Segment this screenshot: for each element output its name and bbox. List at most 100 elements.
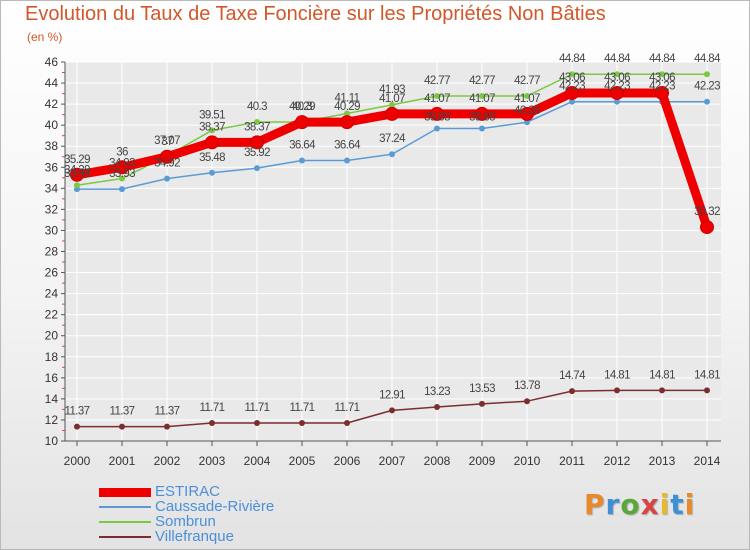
proxiti-logo: Proxiti: [584, 488, 695, 521]
legend-swatch: [99, 487, 151, 497]
data-point-0: [295, 115, 309, 130]
y-tick-label: 26: [45, 266, 59, 280]
y-tick-label: 34: [45, 181, 59, 195]
data-label-2: 40.3: [247, 101, 267, 113]
y-tick-label: 10: [45, 434, 59, 448]
data-label-3: 11.71: [245, 402, 270, 414]
data-point-0: [340, 115, 354, 130]
data-label-1: 42.23: [604, 81, 630, 93]
data-point-3: [614, 387, 620, 394]
data-label-0: 38.37: [244, 121, 270, 133]
data-point-2: [524, 93, 530, 100]
data-label-3: 14.81: [604, 369, 630, 381]
data-label-2: 41.11: [335, 92, 360, 104]
data-point-3: [389, 407, 395, 414]
data-point-0: [385, 106, 399, 121]
data-point-3: [479, 400, 485, 407]
data-point-3: [119, 423, 125, 430]
data-point-1: [119, 186, 125, 193]
logo-letter: t: [670, 488, 685, 521]
data-label-0: 38.37: [199, 121, 225, 133]
x-tick-label: 2004: [244, 454, 271, 468]
data-label-3: 11.37: [110, 406, 135, 418]
data-point-0: [70, 167, 84, 182]
data-point-1: [299, 157, 305, 164]
logo-letter: x: [640, 488, 660, 521]
y-tick-label: 38: [45, 139, 59, 153]
data-label-0: 40.29: [334, 101, 360, 113]
data-point-1: [389, 151, 395, 158]
data-point-2: [434, 93, 440, 100]
data-label-2: 44.84: [694, 53, 721, 65]
data-label-2: 42.77: [514, 75, 540, 87]
data-point-1: [704, 98, 710, 105]
data-label-3: 14.81: [694, 369, 720, 381]
x-tick-label: 2010: [514, 454, 541, 468]
data-point-3: [164, 423, 170, 430]
data-point-2: [614, 71, 620, 78]
data-label-2: 40.3: [292, 101, 312, 113]
legend-swatch: [99, 521, 151, 523]
x-tick-label: 2000: [64, 454, 91, 468]
data-point-3: [209, 419, 215, 426]
data-label-0: 41.07: [424, 93, 450, 105]
x-tick-label: 2007: [379, 454, 406, 468]
data-point-0: [610, 85, 624, 100]
data-point-2: [119, 175, 125, 182]
data-label-1: 42.23: [559, 81, 585, 93]
data-label-0: 43.06: [649, 72, 675, 84]
logo-letter: r: [605, 488, 621, 521]
data-point-0: [250, 135, 264, 150]
data-label-2: 42.77: [424, 75, 450, 87]
data-point-1: [569, 98, 575, 105]
data-point-3: [299, 419, 305, 426]
x-tick-label: 2002: [154, 454, 181, 468]
data-point-1: [479, 125, 485, 132]
data-label-2: 34.93: [109, 158, 135, 170]
data-label-2: 39.51: [199, 109, 225, 121]
x-tick-label: 2012: [604, 454, 631, 468]
x-tick-label: 2003: [199, 454, 226, 468]
data-label-3: 13.23: [424, 386, 450, 398]
data-label-3: 11.37: [65, 406, 90, 418]
data-label-1: 33.93: [64, 168, 90, 180]
data-point-0: [205, 135, 219, 150]
data-label-3: 11.71: [335, 402, 360, 414]
data-point-0: [565, 85, 579, 100]
data-label-3: 14.81: [649, 369, 675, 381]
data-point-2: [209, 127, 215, 134]
x-tick-label: 2008: [424, 454, 451, 468]
data-label-0: 43.06: [559, 72, 585, 84]
logo-letter: i: [659, 488, 671, 521]
data-point-3: [434, 403, 440, 410]
data-label-3: 11.71: [200, 402, 225, 414]
y-tick-label: 44: [45, 76, 59, 90]
data-label-3: 13.53: [469, 383, 495, 395]
data-point-3: [569, 388, 575, 395]
data-point-0: [160, 149, 174, 164]
data-label-0: 41.07: [514, 93, 540, 105]
y-tick-label: 46: [45, 55, 59, 69]
data-label-0: 43.06: [604, 72, 630, 84]
y-tick-label: 22: [45, 308, 59, 322]
x-tick-label: 2009: [469, 454, 496, 468]
data-point-2: [704, 71, 710, 78]
y-tick-label: 42: [45, 97, 59, 111]
data-label-1: 39.68: [469, 112, 495, 124]
data-label-2: 44.84: [559, 53, 586, 65]
x-tick-label: 2013: [649, 454, 676, 468]
legend-label: Sombrun: [155, 513, 216, 530]
legend-label: ESTIRAC: [155, 483, 221, 500]
x-tick-label: 2011: [559, 454, 585, 468]
data-point-3: [659, 387, 665, 394]
data-label-2: 41.93: [379, 84, 405, 96]
data-point-1: [209, 169, 215, 176]
y-tick-label: 20: [45, 329, 59, 343]
data-label-1: 34.92: [154, 158, 180, 170]
y-tick-label: 36: [45, 160, 59, 174]
data-point-3: [344, 419, 350, 426]
y-tick-label: 30: [45, 223, 59, 237]
logo-letter: o: [620, 488, 641, 521]
